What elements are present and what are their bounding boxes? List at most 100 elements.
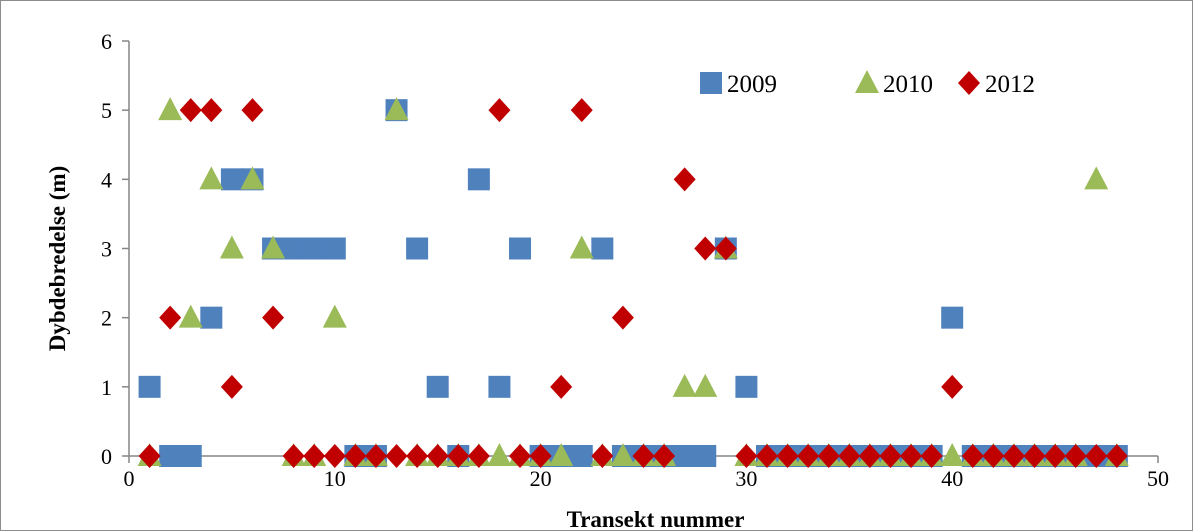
point-2012	[447, 444, 470, 468]
legend: 2009 2010 2012	[700, 70, 1035, 98]
point-2012	[858, 444, 881, 468]
point-2009	[138, 375, 161, 398]
x-tick-label: 50	[1147, 466, 1169, 491]
y-axis-title: Dybdebredelse (m)	[45, 166, 70, 351]
point-2012	[550, 374, 573, 399]
point-2009	[735, 375, 758, 398]
point-2012	[673, 167, 696, 192]
point-2012	[776, 444, 799, 468]
point-2010	[569, 235, 594, 259]
point-2012	[200, 98, 223, 123]
point-2010	[1084, 166, 1109, 190]
point-2012	[611, 305, 634, 330]
point-2012	[900, 444, 923, 468]
y-tick-label: 5	[101, 98, 112, 123]
point-2010	[610, 443, 635, 466]
legend-label: 2012	[985, 71, 1035, 98]
point-2012	[1023, 444, 1046, 468]
point-2012	[1105, 444, 1128, 468]
point-2012	[591, 444, 614, 468]
point-2012	[838, 444, 861, 468]
point-2012	[879, 444, 902, 468]
point-2010	[322, 304, 347, 328]
point-2012	[159, 305, 182, 330]
legend-item-2010: 2010	[855, 70, 933, 98]
point-2010	[261, 235, 286, 259]
point-2012	[570, 98, 593, 123]
point-2012	[1002, 444, 1025, 468]
series-2012	[138, 98, 1128, 468]
point-2009	[159, 445, 182, 467]
point-2009	[200, 306, 223, 329]
x-tick-label: 30	[735, 466, 757, 491]
point-2012	[323, 444, 346, 468]
point-2012	[467, 444, 490, 468]
legend-marker-2009	[700, 72, 722, 94]
x-axis-title: Transekt nummer	[567, 507, 745, 532]
point-2009	[406, 237, 429, 260]
data-points	[137, 97, 1129, 468]
point-2009	[323, 237, 346, 260]
series-2009	[138, 99, 1128, 467]
x-tick-label: 20	[530, 466, 552, 491]
point-2012	[220, 374, 243, 399]
legend-marker-2010	[855, 70, 879, 93]
point-2012	[797, 444, 820, 468]
point-2012	[344, 444, 367, 468]
point-2010	[178, 304, 203, 328]
point-2010	[693, 373, 718, 397]
point-2012	[385, 444, 408, 468]
point-2012	[529, 444, 552, 468]
point-2012	[488, 98, 511, 123]
point-2012	[920, 444, 943, 468]
legend-item-2012: 2012	[958, 71, 1035, 98]
point-2010	[384, 97, 409, 121]
point-2010	[549, 443, 574, 466]
point-2009	[282, 237, 305, 260]
point-2009	[591, 237, 614, 260]
point-2012	[982, 444, 1005, 468]
point-2012	[1044, 444, 1067, 468]
y-tick-label: 4	[101, 167, 112, 192]
point-2012	[179, 98, 202, 123]
point-2012	[426, 444, 449, 468]
point-2012	[735, 444, 758, 468]
point-2010	[487, 443, 512, 466]
point-2012	[941, 374, 964, 399]
point-2012	[817, 444, 840, 468]
point-2010	[199, 166, 224, 190]
y-tick-label: 2	[101, 306, 112, 331]
point-2010	[672, 373, 697, 397]
point-2012	[509, 444, 532, 468]
y-tick-label: 6	[101, 29, 112, 54]
x-ticks: 0 10 20 30 40 50	[124, 456, 1169, 491]
point-2012	[282, 444, 305, 468]
point-2009	[426, 375, 449, 398]
point-2009	[694, 445, 717, 467]
x-tick-label: 0	[124, 466, 135, 491]
point-2012	[714, 236, 737, 261]
y-tick-label: 1	[101, 375, 112, 400]
point-2012	[653, 444, 676, 468]
point-2012	[755, 444, 778, 468]
point-2009	[303, 237, 326, 260]
point-2009	[488, 375, 511, 398]
point-2012	[1064, 444, 1087, 468]
point-2009	[467, 168, 490, 191]
point-2012	[241, 98, 264, 123]
point-2010	[940, 443, 965, 466]
point-2009	[673, 445, 696, 467]
point-2009	[509, 237, 532, 260]
legend-marker-2012	[958, 71, 980, 95]
point-2009	[570, 445, 593, 467]
point-2010	[240, 166, 265, 190]
point-2012	[694, 236, 717, 261]
y-tick-label: 3	[101, 237, 112, 262]
point-2012	[303, 444, 326, 468]
y-ticks: 0 1 2 3 4 5 6	[101, 29, 129, 469]
point-2010	[219, 235, 244, 259]
legend-label: 2009	[727, 71, 777, 98]
x-tick-label: 40	[941, 466, 963, 491]
